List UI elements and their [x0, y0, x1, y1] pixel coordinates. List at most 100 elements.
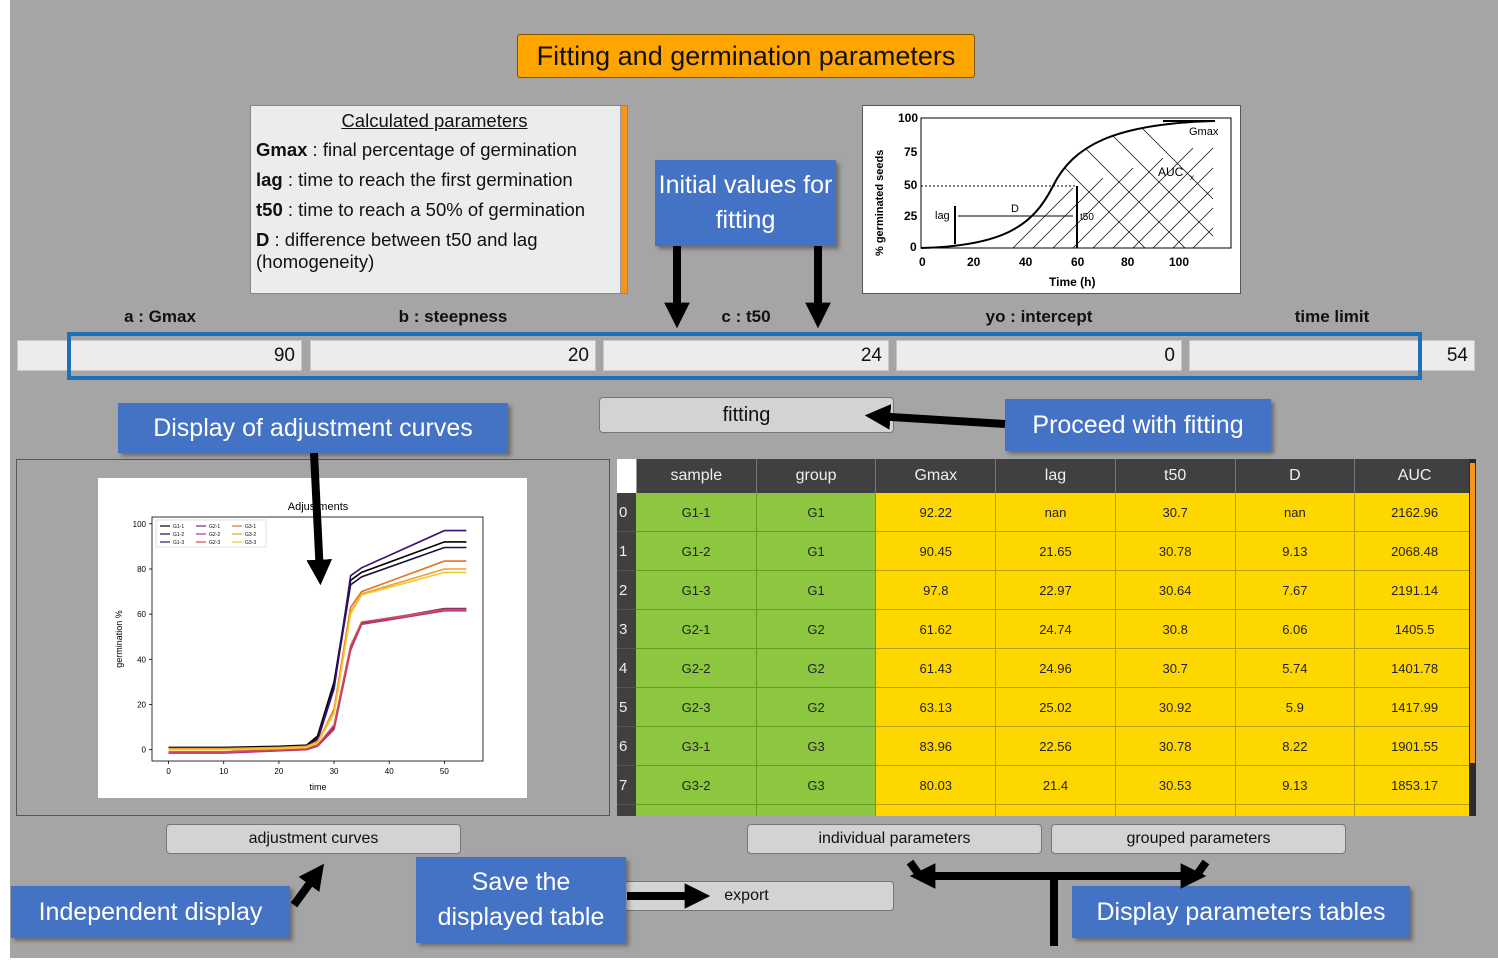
- cell-auc[interactable]: 2191.14: [1354, 570, 1475, 610]
- table-scrollbar[interactable]: [1469, 459, 1476, 816]
- column-header-t50[interactable]: t50: [1115, 459, 1236, 493]
- legend-label: G2-2: [209, 532, 220, 538]
- cell-d[interactable]: 6.06: [1235, 609, 1356, 649]
- fitting-button[interactable]: fitting: [599, 397, 894, 433]
- cell-lag[interactable]: 25.02: [995, 687, 1116, 727]
- cell-t50[interactable]: 30.53: [1115, 765, 1236, 805]
- cell-group[interactable]: G1: [756, 570, 877, 610]
- table-row[interactable]: [617, 804, 1475, 816]
- cell-d[interactable]: [1235, 804, 1356, 816]
- column-header-auc[interactable]: AUC: [1354, 459, 1475, 493]
- cell-t50[interactable]: [1115, 804, 1236, 816]
- cell-gmax[interactable]: 80.03: [875, 765, 997, 805]
- cell-lag[interactable]: 21.4: [995, 765, 1116, 805]
- cell-lag[interactable]: 24.74: [995, 609, 1116, 649]
- cell-auc[interactable]: 1853.17: [1354, 765, 1475, 805]
- cell-lag[interactable]: 21.65: [995, 531, 1116, 571]
- calculated-parameters-panel: Calculated parameters Gmax : final perce…: [250, 105, 628, 294]
- cell-auc[interactable]: 1405.5: [1354, 609, 1475, 649]
- table-row[interactable]: 4 G2-2 G2 61.43 24.96 30.7 5.74 1401.78: [617, 648, 1475, 688]
- cell-sample[interactable]: G3-1: [636, 726, 757, 766]
- cell-t50[interactable]: 30.8: [1115, 609, 1236, 649]
- cell-lag[interactable]: [995, 804, 1116, 816]
- table-scroll-thumb[interactable]: [1470, 463, 1475, 763]
- cell-lag[interactable]: 22.97: [995, 570, 1116, 610]
- cell-auc[interactable]: 1401.78: [1354, 648, 1475, 688]
- chart-xtick-label: 40: [385, 767, 394, 776]
- adjustment-curves-button[interactable]: adjustment curves: [166, 824, 461, 854]
- cell-sample[interactable]: G1-3: [636, 570, 757, 610]
- steepness-input[interactable]: [310, 340, 596, 371]
- cell-t50[interactable]: 30.92: [1115, 687, 1236, 727]
- cell-d[interactable]: 7.67: [1235, 570, 1356, 610]
- cell-auc[interactable]: 2068.48: [1354, 531, 1475, 571]
- cell-sample[interactable]: G1-1: [636, 493, 757, 532]
- cell-d[interactable]: 9.13: [1235, 765, 1356, 805]
- cell-group[interactable]: [756, 804, 877, 816]
- column-header-gmax[interactable]: Gmax: [875, 459, 997, 493]
- individual-parameters-button[interactable]: individual parameters: [747, 824, 1042, 854]
- cell-sample[interactable]: [636, 804, 757, 816]
- cell-t50[interactable]: 30.7: [1115, 493, 1236, 532]
- cell-d[interactable]: 5.9: [1235, 687, 1356, 727]
- cell-sample[interactable]: G2-2: [636, 648, 757, 688]
- cell-auc[interactable]: 1417.99: [1354, 687, 1475, 727]
- cell-t50[interactable]: 30.78: [1115, 726, 1236, 766]
- cell-gmax[interactable]: 97.8: [875, 570, 997, 610]
- cell-lag[interactable]: 22.56: [995, 726, 1116, 766]
- cell-gmax[interactable]: 90.45: [875, 531, 997, 571]
- info-scrollbar[interactable]: [620, 106, 627, 293]
- cell-group[interactable]: G3: [756, 726, 877, 766]
- cell-sample[interactable]: G1-2: [636, 531, 757, 571]
- cell-auc[interactable]: 1901.55: [1354, 726, 1475, 766]
- cell-group[interactable]: G2: [756, 609, 877, 649]
- table-row[interactable]: 5 G2-3 G2 63.13 25.02 30.92 5.9 1417.99: [617, 687, 1475, 727]
- table-row[interactable]: 0 G1-1 G1 92.22 nan 30.7 nan 2162.96: [617, 493, 1475, 532]
- column-header-d[interactable]: D: [1235, 459, 1356, 493]
- cell-t50[interactable]: 30.64: [1115, 570, 1236, 610]
- series-line-g3-2: [168, 568, 467, 750]
- grouped-parameters-button[interactable]: grouped parameters: [1051, 824, 1346, 854]
- cell-group[interactable]: G2: [756, 687, 877, 727]
- table-row[interactable]: 2 G1-3 G1 97.8 22.97 30.64 7.67 2191.14: [617, 570, 1475, 610]
- cell-gmax[interactable]: 61.62: [875, 609, 997, 649]
- cell-gmax[interactable]: 92.22: [875, 493, 997, 532]
- column-header-sample[interactable]: sample: [636, 459, 757, 493]
- cell-d[interactable]: 9.13: [1235, 531, 1356, 571]
- table-row[interactable]: 6 G3-1 G3 83.96 22.56 30.78 8.22 1901.55: [617, 726, 1475, 766]
- cell-auc[interactable]: 2162.96: [1354, 493, 1475, 532]
- cell-d[interactable]: 5.74: [1235, 648, 1356, 688]
- cell-t50[interactable]: 30.7: [1115, 648, 1236, 688]
- cell-d[interactable]: 8.22: [1235, 726, 1356, 766]
- intercept-input[interactable]: [896, 340, 1182, 371]
- ref-ytick-0: 0: [910, 240, 917, 254]
- cell-lag[interactable]: nan: [995, 493, 1116, 532]
- legend-label: G1-2: [173, 532, 184, 538]
- ref-xtick-60: 60: [1071, 255, 1085, 269]
- ref-hatch: [1012, 123, 1213, 248]
- time-limit-input[interactable]: [1189, 340, 1475, 371]
- cell-group[interactable]: G1: [756, 493, 877, 532]
- cell-gmax[interactable]: 63.13: [875, 687, 997, 727]
- cell-d[interactable]: nan: [1235, 493, 1356, 532]
- cell-gmax[interactable]: 83.96: [875, 726, 997, 766]
- cell-group[interactable]: G1: [756, 531, 877, 571]
- cell-group[interactable]: G3: [756, 765, 877, 805]
- gmax-input[interactable]: [17, 340, 302, 371]
- row-index: 0: [617, 493, 637, 532]
- cell-sample[interactable]: G2-1: [636, 609, 757, 649]
- table-row[interactable]: 3 G2-1 G2 61.62 24.74 30.8 6.06 1405.5: [617, 609, 1475, 649]
- legend-label: G2-3: [209, 540, 220, 546]
- cell-lag[interactable]: 24.96: [995, 648, 1116, 688]
- cell-sample[interactable]: G2-3: [636, 687, 757, 727]
- cell-gmax[interactable]: [875, 804, 997, 816]
- cell-sample[interactable]: G3-2: [636, 765, 757, 805]
- column-header-group[interactable]: group: [756, 459, 877, 493]
- column-header-lag[interactable]: lag: [995, 459, 1116, 493]
- cell-group[interactable]: G2: [756, 648, 877, 688]
- table-row[interactable]: 7 G3-2 G3 80.03 21.4 30.53 9.13 1853.17: [617, 765, 1475, 805]
- cell-gmax[interactable]: 61.43: [875, 648, 997, 688]
- t50-input[interactable]: [603, 340, 889, 371]
- table-row[interactable]: 1 G1-2 G1 90.45 21.65 30.78 9.13 2068.48: [617, 531, 1475, 571]
- cell-t50[interactable]: 30.78: [1115, 531, 1236, 571]
